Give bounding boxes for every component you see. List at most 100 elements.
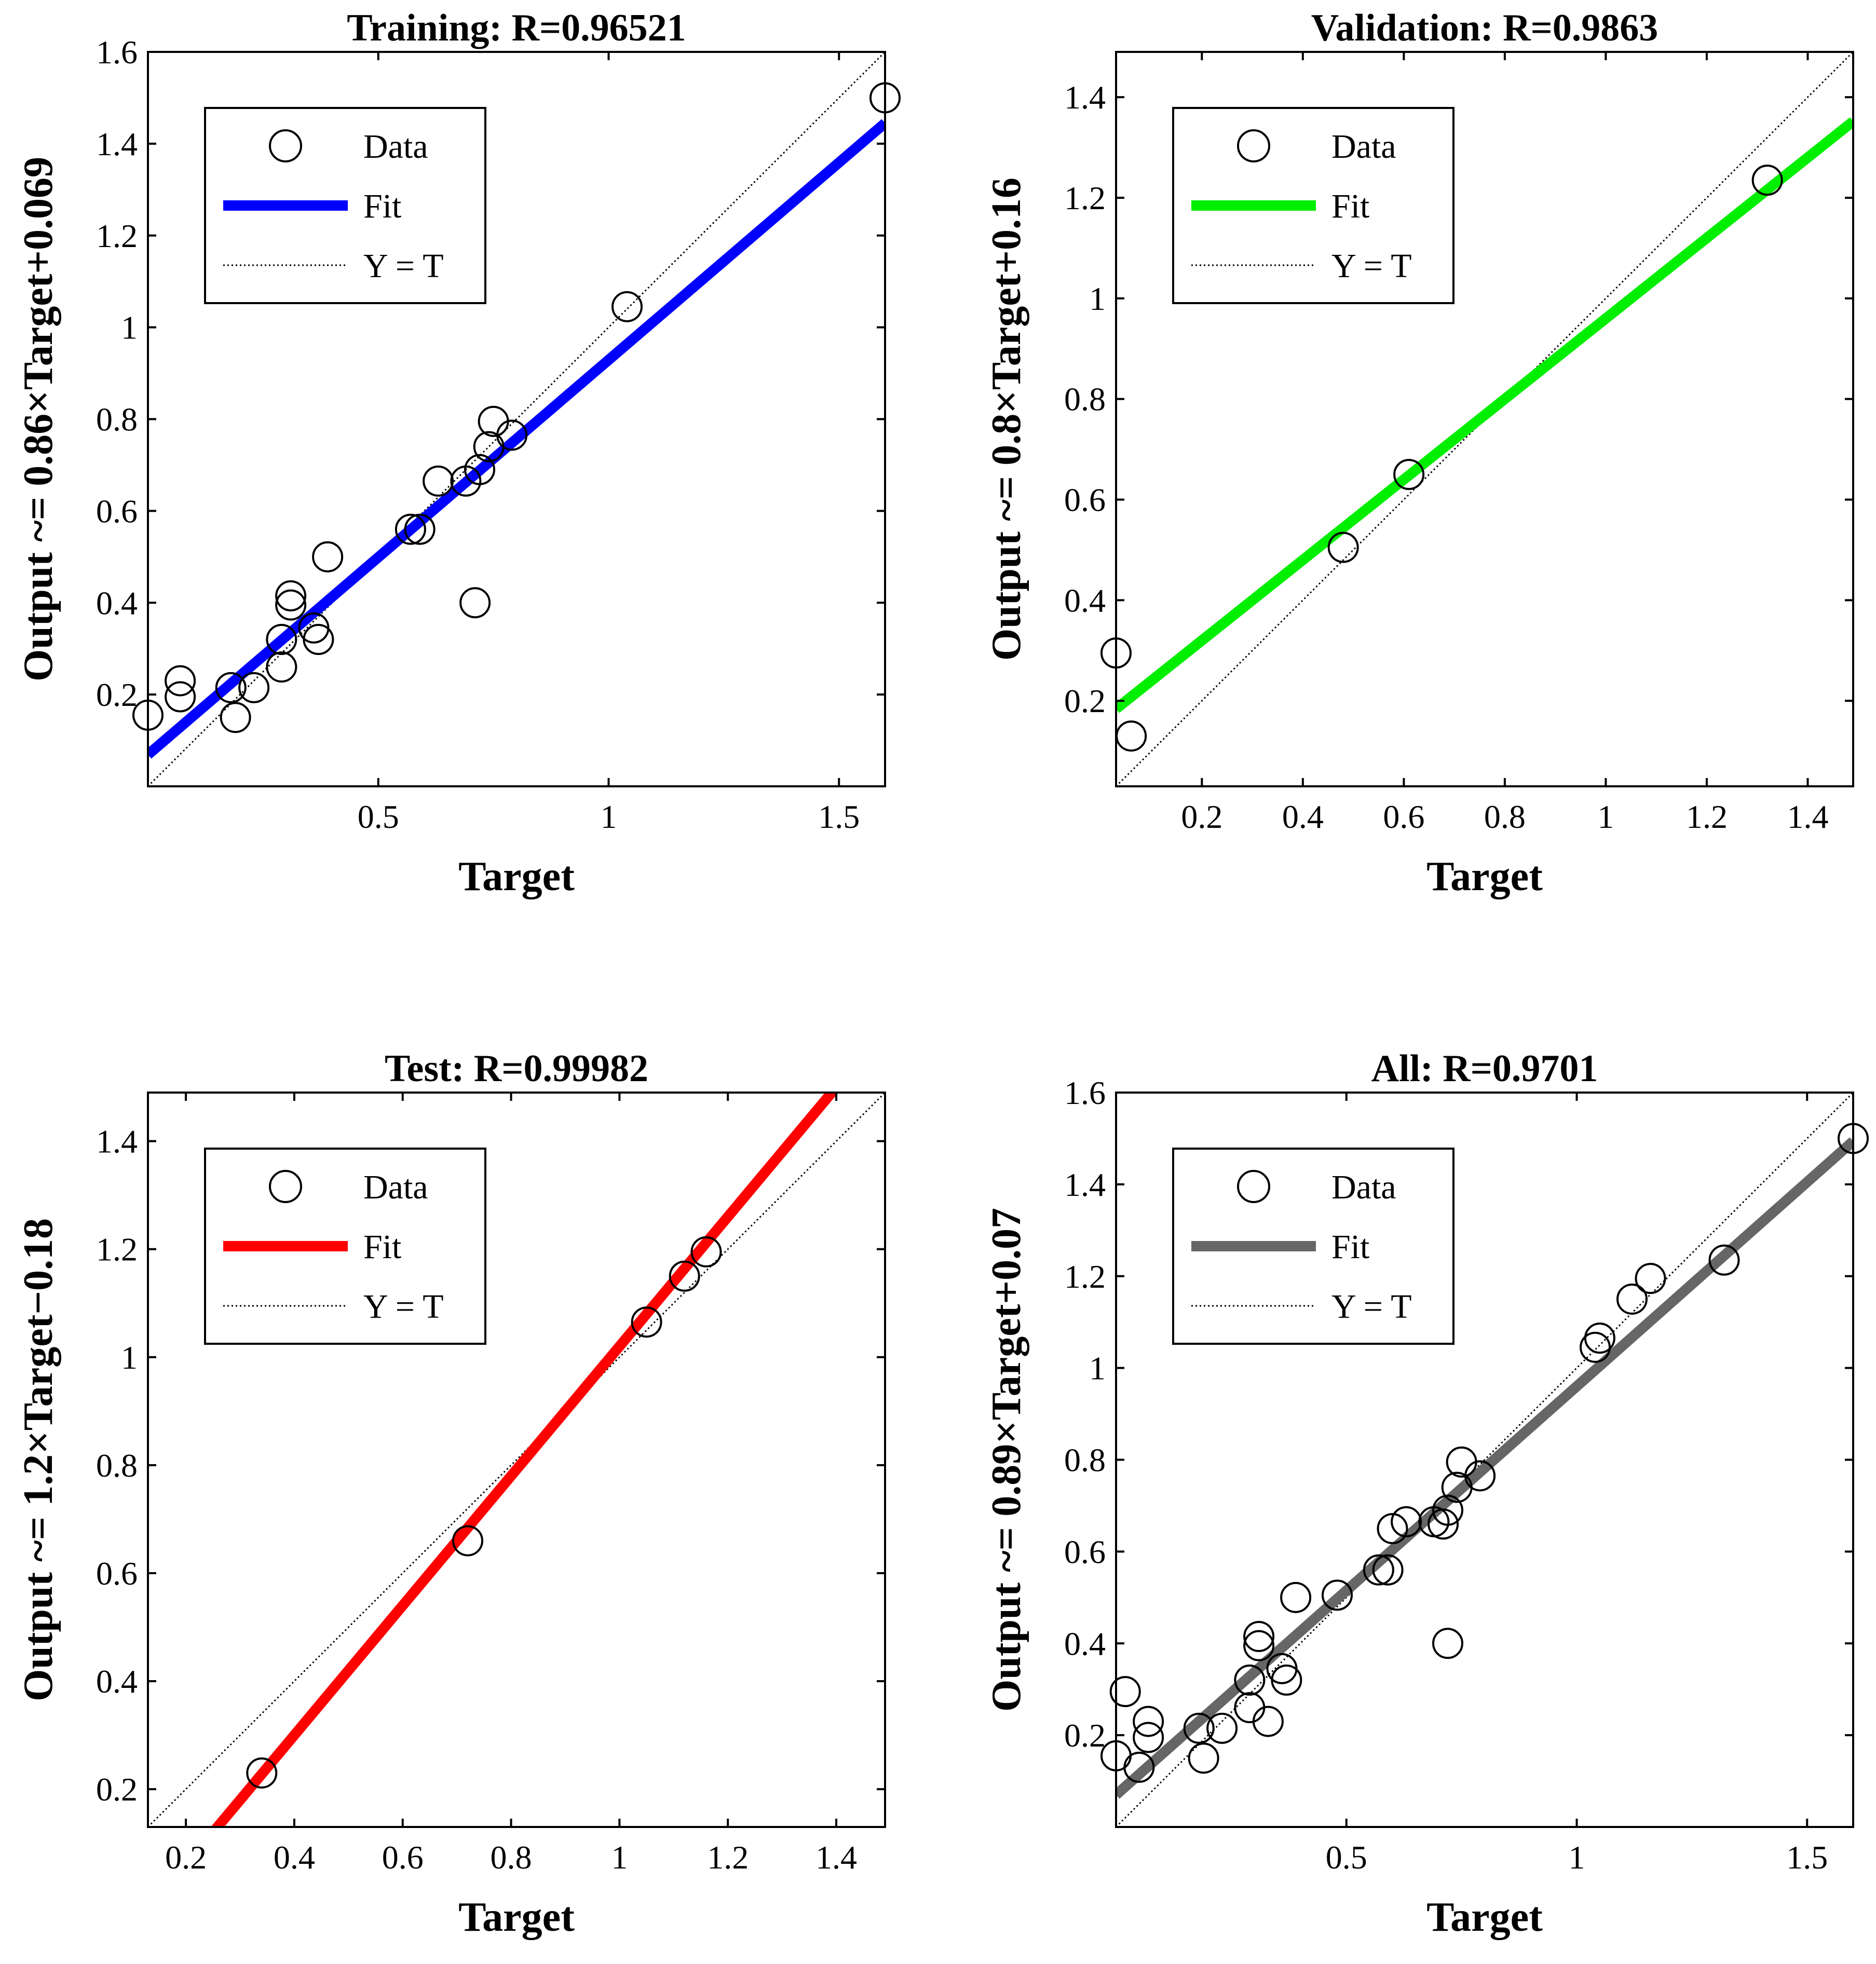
test-y-axis-label: Output ~= 1.2×Target−0.18 bbox=[16, 1218, 61, 1701]
validation-y-tick-label: 0.8 bbox=[1064, 381, 1106, 418]
training-data-point bbox=[238, 672, 270, 703]
all-title: All: R=0.9701 bbox=[1371, 1047, 1598, 1090]
test-legend-data-label: Data bbox=[363, 1168, 428, 1206]
training-y-tick-label: 0.2 bbox=[96, 676, 138, 713]
test-x-tick-label: 1 bbox=[611, 1839, 628, 1876]
validation-legend-fit-label: Fit bbox=[1331, 187, 1369, 225]
validation-y-tick-label: 0.6 bbox=[1064, 482, 1106, 519]
validation-x-tick-label: 1.2 bbox=[1686, 798, 1728, 835]
validation-x-tick-label: 1.4 bbox=[1787, 798, 1828, 835]
training-y-tick-label: 0.8 bbox=[96, 401, 138, 438]
test-legend-ref-label: Y = T bbox=[363, 1288, 444, 1326]
test-title: Test: R=0.99982 bbox=[385, 1047, 648, 1090]
validation-legend-data-marker bbox=[1237, 129, 1270, 162]
validation-legend-data-label: Data bbox=[1331, 128, 1396, 166]
training-data-point bbox=[611, 291, 643, 322]
all-legend-ref-label: Y = T bbox=[1331, 1288, 1412, 1326]
all-y-tick-label: 0.4 bbox=[1064, 1625, 1106, 1662]
test-y-tick-label: 0.4 bbox=[96, 1663, 138, 1700]
all-legend: Data Fit Y = T bbox=[1172, 1148, 1454, 1345]
training-data-point bbox=[165, 665, 196, 697]
all-y-tick-label: 1.6 bbox=[1064, 1074, 1106, 1111]
all-data-point bbox=[1206, 1712, 1238, 1744]
validation-y-tick-label: 0.4 bbox=[1064, 582, 1106, 619]
validation-x-tick-label: 0.6 bbox=[1383, 798, 1424, 835]
validation-y-tick-label: 1.4 bbox=[1064, 79, 1106, 116]
test-x-tick-label: 0.8 bbox=[491, 1839, 532, 1876]
test-x-tick-label: 0.6 bbox=[382, 1839, 424, 1876]
test-x-axis-label: Target bbox=[458, 1894, 575, 1940]
all-data-point bbox=[1234, 1665, 1266, 1696]
all-data-point bbox=[1252, 1706, 1284, 1737]
test-data-point bbox=[452, 1525, 484, 1557]
test-panel: 0.2 0.4 0.6 0.8 1 1.2 1.4 0.2 0.4 0.6 0.8 1 1.2 1.4 Te… bbox=[16, 1047, 886, 1940]
test-x-tick-label: 1.2 bbox=[707, 1839, 749, 1876]
validation-fit-line bbox=[1116, 117, 1853, 713]
all-data-point bbox=[1584, 1322, 1615, 1354]
validation-x-axis-label: Target bbox=[1426, 854, 1543, 899]
test-y-tick-label: 0.6 bbox=[96, 1555, 138, 1592]
test-data-point bbox=[669, 1260, 700, 1292]
test-reference-line bbox=[148, 1093, 885, 1827]
all-x-tick-label: 1.5 bbox=[1786, 1839, 1828, 1876]
all-y-tick-label: 0.6 bbox=[1064, 1533, 1106, 1570]
all-data-point bbox=[1363, 1554, 1394, 1586]
training-legend-data-marker bbox=[269, 129, 302, 162]
validation-legend-ref-label: Y = T bbox=[1331, 247, 1412, 285]
all-data-point bbox=[1123, 1752, 1155, 1783]
all-data-point bbox=[1133, 1722, 1164, 1753]
validation-x-tick-label: 1 bbox=[1597, 798, 1614, 835]
training-legend-ref-label: Y = T bbox=[363, 247, 444, 285]
validation-panel: 0.2 0.4 0.6 0.8 1 1.2 1.4 0.2 0.4 0.6 0.8 1 1.2 1.4 Va… bbox=[984, 7, 1854, 899]
training-data-point bbox=[464, 454, 495, 485]
all-fit-line bbox=[1116, 1137, 1853, 1799]
training-x-tick-label: 0.5 bbox=[358, 798, 399, 835]
test-y-tick-label: 1.2 bbox=[96, 1231, 138, 1268]
all-x-axis-label: Target bbox=[1426, 1894, 1543, 1940]
all-data-point bbox=[1243, 1630, 1275, 1661]
test-data-point bbox=[690, 1236, 722, 1267]
test-legend-data-marker bbox=[269, 1170, 302, 1203]
training-legend-fit-label: Fit bbox=[363, 187, 401, 225]
training-y-tick-label: 0.6 bbox=[96, 493, 138, 529]
all-data-point bbox=[1635, 1263, 1666, 1294]
training-reference-line bbox=[148, 52, 885, 786]
training-title: Training: R=0.96521 bbox=[347, 7, 686, 49]
training-data-point bbox=[275, 580, 307, 611]
all-reference-line bbox=[1116, 1093, 1853, 1827]
all-data-point bbox=[1391, 1506, 1422, 1537]
training-data-point bbox=[459, 587, 491, 619]
all-data-point bbox=[1133, 1706, 1164, 1737]
training-data-point bbox=[496, 419, 528, 451]
training-y-tick-label: 1.2 bbox=[96, 217, 138, 254]
training-x-tick-label: 1.5 bbox=[818, 798, 860, 835]
all-legend-data-marker bbox=[1237, 1170, 1270, 1203]
validation-data-point bbox=[1393, 459, 1425, 490]
all-x-tick-label: 0.5 bbox=[1326, 1839, 1367, 1876]
validation-data-point bbox=[1751, 165, 1783, 196]
training-y-tick-label: 0.4 bbox=[96, 584, 138, 621]
test-x-tick-label: 0.4 bbox=[274, 1839, 315, 1876]
all-data-point bbox=[1372, 1554, 1404, 1586]
test-fit-line bbox=[210, 1093, 839, 1827]
training-legend: Data Fit Y = T bbox=[204, 107, 486, 304]
training-y-axis-label: Output ~= 0.86×Target+0.069 bbox=[16, 157, 61, 681]
test-legend: Data Fit Y = T bbox=[204, 1148, 486, 1345]
all-data-point bbox=[1109, 1676, 1141, 1708]
test-data-point bbox=[246, 1757, 278, 1789]
all-data-point bbox=[1183, 1712, 1215, 1744]
all-data-point bbox=[1377, 1513, 1408, 1545]
all-data-point bbox=[1616, 1283, 1648, 1315]
test-x-tick-label: 0.2 bbox=[165, 1839, 207, 1876]
validation-y-tick-label: 1 bbox=[1089, 280, 1106, 317]
all-data-point bbox=[1271, 1665, 1302, 1696]
training-data-point bbox=[215, 672, 247, 703]
training-data-point bbox=[395, 513, 426, 545]
all-data-point bbox=[1322, 1579, 1353, 1611]
training-data-point bbox=[266, 651, 297, 683]
all-y-axis-label: Output ~= 0.89×Target+0.07 bbox=[984, 1208, 1029, 1712]
validation-y-axis-label: Output ~= 0.8×Target+0.16 bbox=[984, 178, 1029, 661]
all-data-point bbox=[1188, 1742, 1219, 1774]
